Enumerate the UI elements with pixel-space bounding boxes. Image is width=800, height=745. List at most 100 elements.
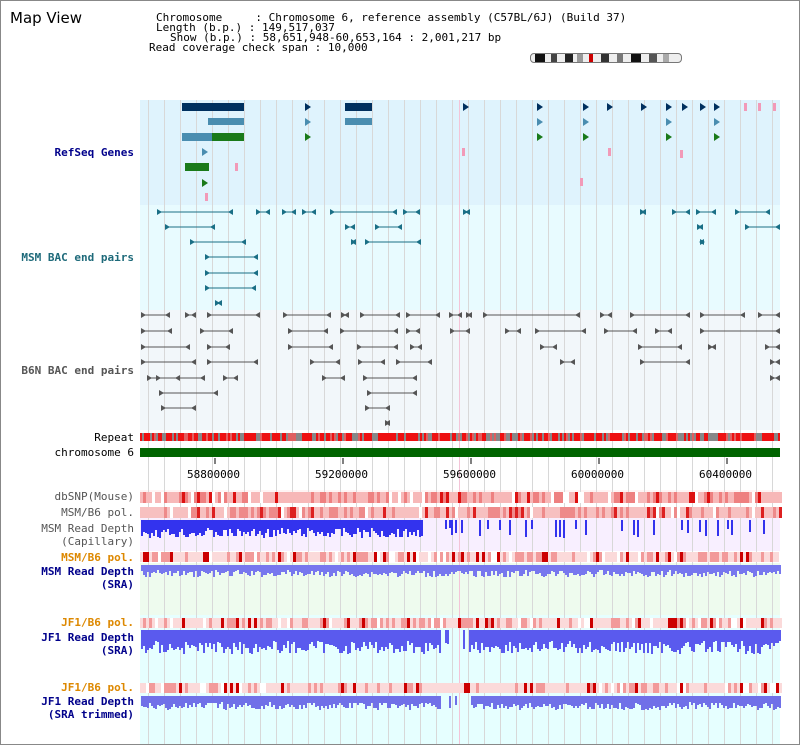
msm-sra-bar [453,565,455,574]
jf1-sra-bar [205,630,207,643]
jf1-sra-bar [553,630,555,648]
msm-pol2-cell [254,552,257,562]
jf1-sra-label-1[interactable]: JF1 Read Depth [41,631,134,644]
msm-sra-bar [597,565,599,572]
jf1-sra-bar [607,630,609,650]
msm-bac-label[interactable]: MSM BAC end pairs [21,251,134,264]
msm-sra-bar [655,565,657,576]
jf1-pol-cell [278,618,281,628]
msm-sra-label-1[interactable]: MSM Read Depth [41,565,134,578]
jf1-pol2-cell [230,683,233,693]
msm-capillary-bar [283,520,285,533]
msm-sra-bar [559,565,561,571]
msm-b6-pol-label-1[interactable]: MSM/B6 pol. [61,506,134,519]
b6n-bac-pair-start [765,344,770,350]
jf1-pol-cell [236,618,239,628]
jf1-trimmed-bar [341,696,343,705]
msm-capillary-bar [455,520,457,533]
jf1-sra-bar [717,630,719,651]
msm-sra-bar [269,565,271,574]
jf1-sra-bar [219,630,221,643]
msm-capillary-bar [257,520,259,534]
msm-sra-bar [235,565,237,571]
dbsnp-cell [575,492,578,503]
msm-pol2-cell [527,552,530,562]
jf1-pol2-cell [227,683,230,693]
repeat-segment [242,433,244,441]
dbsnp-cell [767,492,770,503]
repeat-segment [200,433,202,441]
refseq-genes-label[interactable]: RefSeq Genes [54,146,134,159]
dbsnp-cell [425,492,428,503]
b6n-bac-label[interactable]: B6N BAC end pairs [21,364,134,377]
msm-b6-pol-label-2[interactable]: MSM/B6 pol. [61,551,134,564]
dbsnp-cell [641,492,644,503]
chromosome-label[interactable]: chromosome 6 [54,446,134,459]
msm-sra-bar [699,565,701,574]
msm-capillary-bar [687,520,689,533]
msm-pol2-cell [740,552,743,562]
msm-pol-cell [356,507,359,518]
repeat-segment [300,433,302,441]
msm-sra-bar [165,565,167,572]
jf1-sra-bar [329,630,331,645]
chromosome-ideogram[interactable] [530,53,682,63]
jf1-b6-pol-label-2[interactable]: JF1/B6 pol. [61,681,134,694]
msm-pol2-cell [569,552,572,562]
msm-sra-bar [455,565,457,572]
msm-pol2-cell [503,552,506,562]
jf1-pol2-cell [695,683,698,693]
jf1-pol-cell [185,618,188,628]
msm-capillary-bar [389,520,391,535]
dbsnp-label[interactable]: dbSNP(Mouse) [54,490,134,503]
msm-sra-bar [199,565,201,576]
msm-capillary-bar [405,520,407,529]
repeat-segment [608,433,610,441]
jf1-pol2-cell [467,683,470,693]
msm-capillary-bar [563,520,565,538]
dbsnp-cell [317,492,320,503]
msm-pol2-cell [572,552,575,562]
msm-pol-cell [407,507,410,518]
jf1-sra-bar [303,630,305,650]
jf1-trimmed-bar [209,696,211,703]
b6n-bac-pair-end [457,312,462,318]
msm-sra-bar [321,565,323,572]
msm-capillary-label-1[interactable]: MSM Read Depth [41,522,134,535]
jf1-b6-pol-label-1[interactable]: JF1/B6 pol. [61,616,134,629]
jf1-pol-cell [614,618,617,628]
jf1-pol2-cell [257,683,260,693]
repeat-segment [762,433,764,441]
msm-pol-cell [389,507,392,518]
jf1-sra-bar [587,630,589,647]
jf1-pol-cell [656,618,659,628]
b6n-bac-pair-end [740,312,745,318]
dbsnp-cell [233,492,236,503]
msm-sra-bar [603,565,605,575]
jf1-trimmed-bar [379,696,381,703]
jf1-trimmed-bar [475,696,477,707]
jf1-pol-cell [197,618,200,628]
repeat-segment [638,433,640,441]
jf1-sra-bar [383,630,385,651]
jf1-trimmed-bar [671,696,673,705]
jf1-pol-cell [509,618,512,628]
jf1-trimmed-bar [199,696,201,703]
repeat-segment [630,433,632,441]
jf1-sra-bar [543,630,545,644]
jf1-pol2-cell [479,683,482,693]
msm-capillary-bar [249,520,251,536]
msm-pol2-cell [347,552,350,562]
jf1-sra-bar [355,630,357,650]
msm-sra-bar [519,565,521,576]
jf1-pol-cell [665,618,668,628]
jf1-pol2-cell [248,683,251,693]
jf1-pol2-cell [737,683,740,693]
msm-pol2-cell [737,552,740,562]
jf1-trimmed-label-1[interactable]: JF1 Read Depth [41,695,134,708]
repeat-label[interactable]: Repeat [94,431,134,444]
